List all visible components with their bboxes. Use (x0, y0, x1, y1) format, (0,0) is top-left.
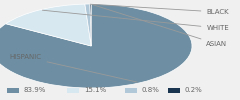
Bar (125, 88, 137, 92)
Text: ASIAN: ASIAN (93, 5, 228, 47)
Wedge shape (85, 4, 91, 46)
Wedge shape (6, 4, 91, 46)
Text: 0.2%: 0.2% (185, 87, 203, 93)
Bar (168, 88, 180, 92)
Text: 0.8%: 0.8% (142, 87, 159, 93)
Bar (7, 88, 19, 92)
Text: HISPANIC: HISPANIC (10, 54, 137, 82)
Text: WHITE: WHITE (42, 10, 229, 31)
Text: BLACK: BLACK (90, 4, 229, 15)
Text: 83.9%: 83.9% (24, 87, 46, 93)
Wedge shape (0, 4, 192, 88)
Text: 15.1%: 15.1% (84, 87, 106, 93)
Wedge shape (90, 4, 91, 46)
Bar (67, 88, 79, 92)
